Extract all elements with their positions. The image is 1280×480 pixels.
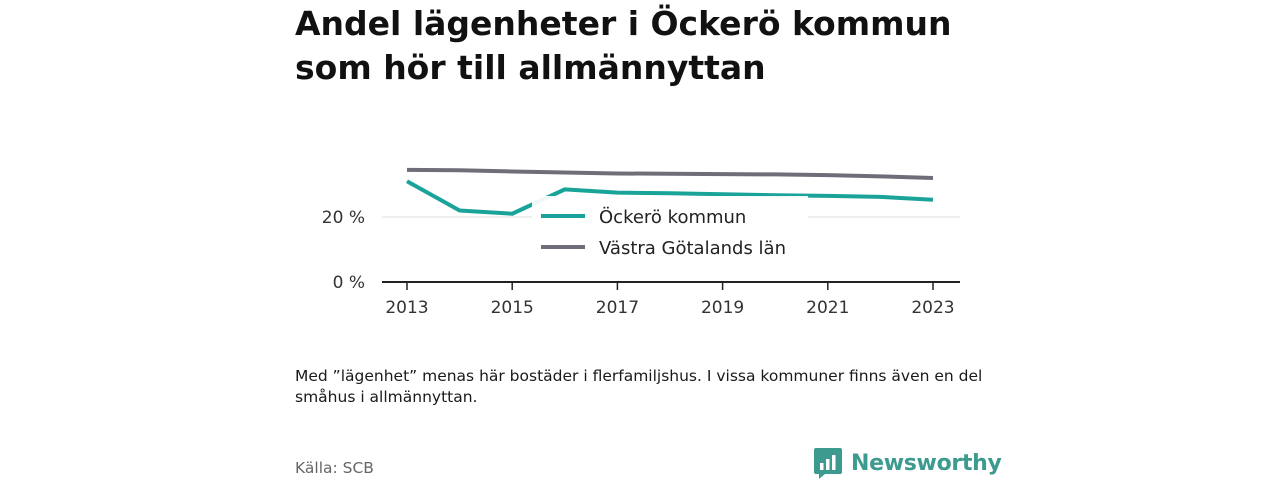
newsworthy-logo-icon	[814, 448, 842, 479]
x-tick-label: 2013	[385, 298, 428, 318]
y-tick-label: 0 %	[333, 273, 365, 293]
x-tick-label: 2019	[701, 298, 744, 318]
legend: Öckerö kommun Västra Götalands län	[532, 196, 808, 266]
source-label: Källa: SCB	[295, 459, 374, 477]
series-line-1	[406, 167, 934, 180]
legend-label-0: Öckerö kommun	[599, 206, 746, 228]
x-tick-label: 2023	[911, 298, 954, 318]
brand-logo: Newsworthy	[813, 446, 1002, 480]
x-tick-label: 2021	[806, 298, 849, 318]
x-tick-label: 2015	[491, 298, 534, 318]
legend-label-1: Västra Götalands län	[599, 238, 786, 259]
brand-name: Newsworthy	[851, 450, 1002, 476]
series-line-0	[406, 179, 934, 216]
footnote: Med ”lägenhet” menas här bostäder i fler…	[295, 367, 983, 406]
y-tick-label: 20 %	[322, 208, 365, 228]
chart-title: Andel lägenheter i Öckerö kommun som hör…	[295, 4, 952, 87]
x-tick-label: 2017	[596, 298, 639, 318]
axis-layer: 2013 2015 2017 2019 2021 2023 0 % 20 %	[322, 208, 960, 318]
series-layer	[406, 167, 934, 216]
legend-background	[532, 196, 808, 266]
